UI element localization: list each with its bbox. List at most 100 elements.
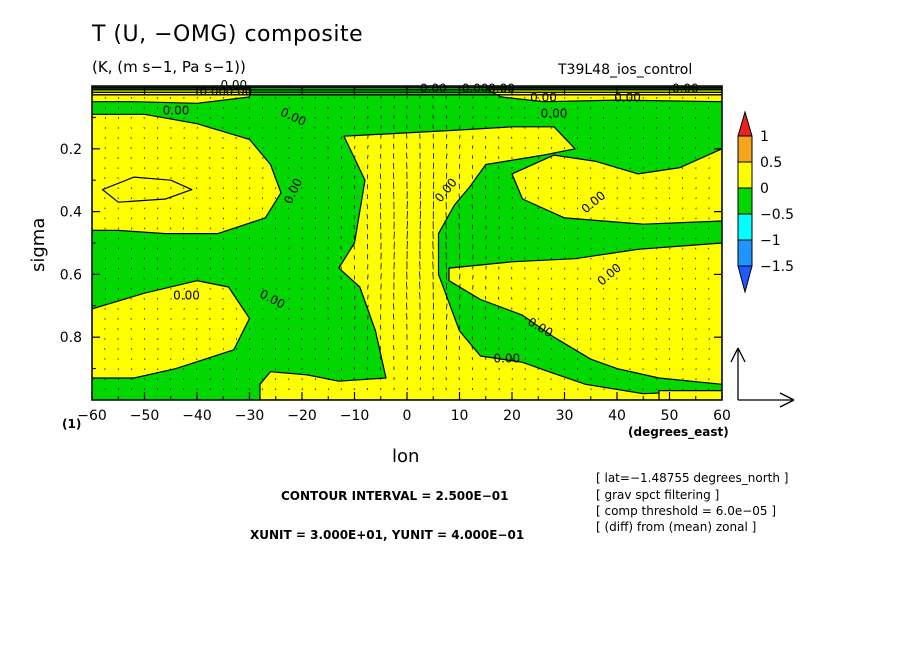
wind-vector [432,251,434,260]
wind-vector [144,358,146,360]
wind-vector [603,348,605,350]
contour-label: 0.00 [226,84,253,98]
wind-vector [327,347,330,350]
wind-vector [432,271,434,280]
wind-vector [392,153,395,159]
colorbar-label: 0 [760,181,769,197]
wind-vector [117,237,120,240]
wind-vector [183,358,185,360]
wind-vector [117,167,119,170]
wind-vector [182,368,185,371]
wind-vector [222,237,225,240]
wind-vector [642,207,644,210]
wind-vector [419,133,421,139]
wind-vector [406,281,408,290]
wind-vector [459,294,461,300]
wind-vector [655,338,657,340]
wind-vector [589,297,592,300]
vector-reference [730,347,795,408]
wind-vector [642,277,645,280]
wind-vector [576,177,578,180]
wind-vector [511,196,513,200]
wind-vector [681,287,683,290]
wind-vector [262,307,264,310]
wind-vector [589,317,592,320]
wind-vector [537,147,540,149]
wind-vector [524,116,526,119]
wind-vector [682,368,684,371]
colorbar-segment [737,187,753,215]
wind-vector [301,237,303,240]
wind-vector [668,157,670,159]
wind-vector [419,124,421,129]
wind-vector [497,146,500,149]
wind-vector [511,347,513,350]
wind-vector [406,366,408,370]
wind-vector [287,197,290,200]
wind-vector [157,348,159,350]
wind-vector [130,137,132,139]
wind-vector [708,187,710,190]
positive-region-east-edge-lower [658,390,722,400]
contour-label: 0.00 [614,91,641,105]
wind-vector [183,147,185,149]
wind-vector [589,137,592,139]
wind-vector [550,227,552,230]
wind-vector [249,348,251,350]
wind-vector [301,247,303,250]
wind-vector [288,106,290,109]
wind-vector [353,235,355,240]
wind-vector [551,297,553,300]
wind-vector [406,152,408,159]
wind-vector [603,207,605,210]
wind-vector [616,267,618,270]
wind-vector [367,135,369,139]
wind-vector [616,117,618,119]
wind-vector [379,183,382,190]
wind-vector [143,106,145,109]
wind-vector [577,388,579,391]
wind-vector [393,303,395,310]
note-filtering: [ grav spct filtering ] [596,488,720,502]
wind-vector [472,116,474,119]
wind-vector [694,117,697,119]
wind-vector [445,212,447,220]
contour-label: 0.00 [672,81,699,95]
wind-vector [248,106,250,109]
wind-vector [616,328,618,330]
wind-vector [642,197,644,200]
wind-vector [537,217,539,220]
wind-vector [432,345,435,350]
wind-vector [603,368,605,371]
wind-vector [471,356,473,360]
colorbar-label: 0.5 [760,155,782,171]
wind-vector [156,257,158,260]
wind-vector [222,297,224,300]
wind-vector [209,157,211,159]
x-tick-label: 0 [403,408,412,424]
wind-vector [287,358,290,360]
y-tick-label: 0.8 [60,330,82,346]
wind-vector [589,307,592,310]
wind-vector [577,96,579,99]
wind-vector [169,217,172,220]
wind-vector [117,348,119,350]
wind-vector [419,261,421,270]
wind-vector [393,251,395,260]
wind-vector [274,368,277,371]
wind-vector [130,147,132,149]
colorbar-label: −1 [760,233,781,249]
wind-vector [511,126,513,129]
wind-vector [170,307,172,310]
wind-vector [157,328,159,330]
y-axis: 0.2 0.4 0.6 0.8 [60,116,722,370]
wind-vector [393,182,395,190]
wind-vector [497,296,500,300]
contour-label: 0.00 [420,81,447,95]
x-tick-label: −20 [287,408,317,424]
wind-vector [236,217,238,220]
wind-vector [104,358,106,360]
wind-vector [459,273,461,280]
wind-vector [511,267,513,270]
wind-vector [511,216,513,220]
